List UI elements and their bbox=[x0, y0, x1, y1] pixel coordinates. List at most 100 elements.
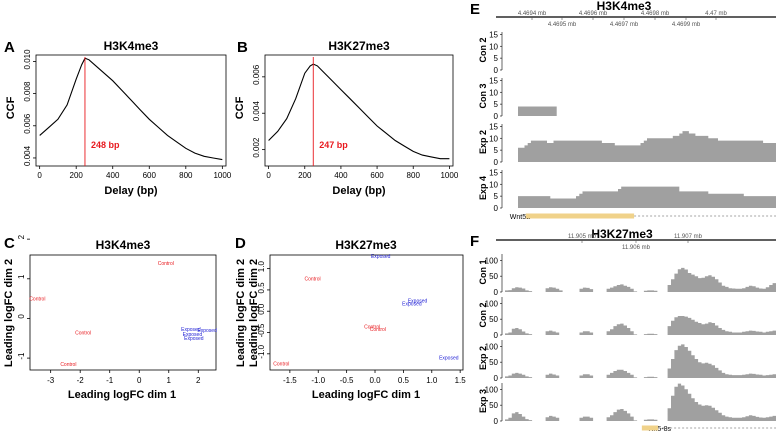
panel-e-track-ytick-label: 5 bbox=[494, 146, 499, 155]
panel-e-coord-label-bottom: 4.4697 mb bbox=[610, 22, 639, 28]
panel-d-ytick-label: 1.0 bbox=[257, 261, 266, 273]
panel-b-ytick-label: 0.004 bbox=[252, 101, 261, 122]
panel-c-point-label-control: Control bbox=[75, 330, 91, 336]
panel-e-track-ytick-label: 5 bbox=[494, 100, 499, 109]
panel-e-coord-label-bottom: 4.4699 mb bbox=[672, 22, 701, 28]
panel-c-frame bbox=[29, 254, 217, 371]
panel-d-point-label-control: Control bbox=[305, 277, 321, 283]
panel-d-ytick-label: 0.5 bbox=[257, 282, 266, 294]
panel-a-frame bbox=[35, 54, 227, 167]
panel-f-letter: F bbox=[470, 233, 479, 250]
panel-a-peak-label: 248 bp bbox=[91, 140, 120, 150]
panel-d-point-label-exposed: Exposed bbox=[402, 301, 422, 307]
panel-e-track-ytick-label: 5 bbox=[494, 54, 499, 63]
panel-e-track-name: Exp 2 bbox=[478, 130, 488, 154]
panel-d-ytick-label: -0.5 bbox=[257, 323, 266, 337]
panel-e-track-name: Exp 4 bbox=[478, 176, 488, 200]
panel-c-point-label-exposed: Exposed bbox=[184, 336, 204, 342]
panel-f-coord-label-bottom: 11.906 mb bbox=[622, 245, 651, 251]
panel-a-title: H3K4me3 bbox=[104, 39, 159, 53]
panel-f-track-ytick-label: 50 bbox=[489, 401, 498, 410]
panel-c-xtick-label: 1 bbox=[167, 376, 172, 385]
panel-a-letter: A bbox=[4, 39, 15, 56]
panel-d: D H3K27me3 Leading logFC dim 1 Leading l… bbox=[235, 235, 466, 401]
panel-b-peak-label: 247 bp bbox=[319, 140, 348, 150]
panel-c-plot-area: -3 -2 -1 0 1 2 -1 0 1 2 Control Control Control Contr… bbox=[17, 234, 217, 385]
panel-f-track-signal bbox=[505, 344, 776, 378]
panel-f-track-ytick-label: 50 bbox=[489, 358, 498, 367]
panel-c-point-label-exposed: Exposed bbox=[183, 332, 203, 338]
panel-a-xtick-label: 400 bbox=[106, 171, 120, 180]
panel-c-point-label-exposed: Exposed bbox=[181, 327, 201, 333]
panel-f-track-ytick-label: 50 bbox=[489, 315, 498, 324]
panel-b-ylabel: CCF bbox=[234, 96, 246, 119]
panel-b-letter: B bbox=[237, 39, 248, 56]
panel-c-title: H3K4me3 bbox=[96, 238, 151, 252]
panel-f-track-signal bbox=[505, 383, 776, 421]
panel-b-xtick-label: 0 bbox=[266, 171, 271, 180]
panel-c-point-label-control: Control bbox=[29, 297, 45, 303]
panel-b: B H3K27me3 Delay (bp) CCF 0 200 400 600 800 1… bbox=[234, 39, 459, 197]
panel-e-track-ytick-label: 10 bbox=[489, 134, 498, 143]
panel-b-xtick-label: 1000 bbox=[440, 171, 458, 180]
panel-a: A H3K4me3 Delay (bp) CCF 0 200 400 600 800 10… bbox=[4, 39, 232, 197]
panel-f-track-ytick-label: 100 bbox=[485, 385, 499, 394]
panel-d-ylabel-echo: Leading logFC dim 2 bbox=[248, 259, 260, 367]
panel-d-xtick-label: -1.0 bbox=[311, 376, 325, 385]
panel-d-xtick-label: 0.0 bbox=[369, 376, 381, 385]
panel-d-xtick-label: 1.0 bbox=[426, 376, 438, 385]
panel-e-browser: 4.4694 mb 4.4696 mb 4.4698 mb 4.47 mb 4.4695… bbox=[478, 11, 776, 221]
panel-c-point-label-exposed: Exposed bbox=[197, 328, 217, 334]
panel-b-ytick-label: 0.002 bbox=[252, 137, 261, 158]
panel-a-xtick-label: 600 bbox=[143, 171, 157, 180]
panel-e-track-ytick-label: 15 bbox=[489, 122, 498, 131]
panel-e-coord-label-top: 4.4694 mb bbox=[518, 11, 547, 17]
panel-c-point-label-control: Control bbox=[158, 261, 174, 267]
panel-d-plot-area: -1.5 -1.0 -0.5 0.0 0.5 1.0 1.5 -1.0 -0.5 0.0 0.5 1.… bbox=[257, 254, 466, 385]
panel-c-xtick-label: -2 bbox=[77, 376, 85, 385]
panel-a-plot-area: 0 200 400 600 800 1000 0.004 0.006 0.008 0.010 248… bbox=[23, 49, 232, 180]
panel-b-xtick-label: 200 bbox=[298, 171, 312, 180]
panel-b-ccf-line bbox=[268, 63, 450, 160]
panel-f-track-ytick-label: 50 bbox=[489, 272, 498, 281]
panel-c-ytick-label: 0 bbox=[17, 314, 26, 319]
panel-e-coord-label-top: 4.4698 mb bbox=[641, 11, 670, 17]
panel-c-point-label-control: Control bbox=[60, 362, 76, 368]
panel-e-track-signal bbox=[518, 106, 776, 116]
panel-f-gene-exon bbox=[641, 425, 659, 431]
panel-a-xlabel: Delay (bp) bbox=[104, 185, 158, 197]
panel-f-track-ytick-label: 100 bbox=[485, 342, 499, 351]
panel-e: E H3K4me3 4.4694 mb 4.4696 mb 4.4698 mb 4.4… bbox=[470, 0, 776, 221]
panel-e-track-ytick-label: 10 bbox=[489, 88, 498, 97]
panel-a-xtick-label: 200 bbox=[70, 171, 84, 180]
panel-f-track-ytick-label: 0 bbox=[494, 417, 499, 426]
panel-d-xlabel: Leading logFC dim 1 bbox=[312, 389, 420, 401]
panel-c-ytick-label: -1 bbox=[17, 352, 26, 360]
panel-d-title: H3K27me3 bbox=[335, 238, 397, 252]
panel-d-point-label-exposed: Exposed bbox=[408, 298, 428, 304]
panel-b-xlabel: Delay (bp) bbox=[332, 185, 386, 197]
panel-e-track-name: Con 2 bbox=[478, 37, 488, 62]
panel-f: F H3K27me3 11.905 mb 11.907 mb 11.906 mb 0 5… bbox=[470, 227, 776, 433]
panel-c-ytick-label: 2 bbox=[17, 234, 26, 239]
panel-d-frame bbox=[269, 254, 464, 371]
panel-e-track-signal bbox=[518, 131, 776, 162]
panel-c-xtick-label: 2 bbox=[196, 376, 201, 385]
panel-c-ylabel: Leading logFC dim 2 bbox=[3, 259, 15, 367]
panel-f-gene-label: Rn5-8s bbox=[648, 426, 671, 433]
panel-e-track-name: Con 3 bbox=[478, 83, 488, 108]
panel-a-ytick-label: 0.008 bbox=[23, 81, 32, 102]
panel-e-track-ytick-label: 10 bbox=[489, 180, 498, 189]
panel-d-letter: D bbox=[235, 235, 246, 252]
panel-b-xtick-label: 600 bbox=[370, 171, 384, 180]
panel-e-track-ytick-label: 10 bbox=[489, 42, 498, 51]
panel-f-track-ytick-label: 100 bbox=[485, 256, 499, 265]
panel-f-track-name: Con 1 bbox=[478, 259, 488, 284]
panel-d-xtick-label: -0.5 bbox=[340, 376, 354, 385]
panel-e-coord-label-top: 4.47 mb bbox=[705, 11, 727, 17]
panel-a-ytick-label: 0.004 bbox=[23, 145, 32, 166]
panel-a-ytick-label: 0.006 bbox=[23, 113, 32, 134]
panel-f-track-signal bbox=[505, 267, 776, 292]
panel-c-letter: C bbox=[4, 235, 15, 252]
